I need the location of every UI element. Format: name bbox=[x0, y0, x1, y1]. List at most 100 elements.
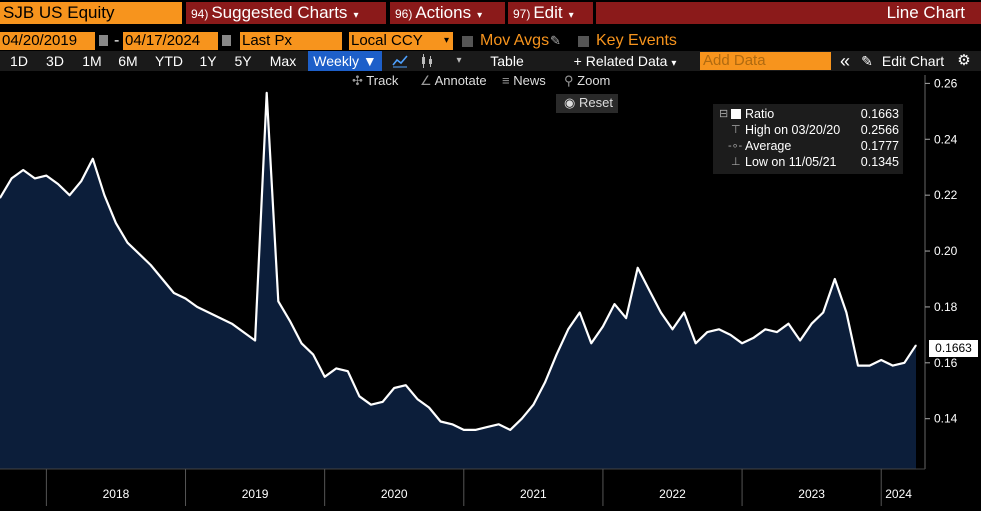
data-point bbox=[486, 426, 488, 428]
data-point bbox=[219, 317, 221, 319]
pencil-icon[interactable]: ✎ bbox=[861, 53, 873, 69]
data-point bbox=[474, 429, 476, 431]
data-point bbox=[555, 353, 558, 356]
legend-high: ⊤ High on 03/20/20 0.2566 bbox=[719, 122, 899, 138]
data-point bbox=[138, 253, 140, 255]
data-point bbox=[567, 328, 569, 330]
reset-icon: ◉ bbox=[564, 95, 576, 110]
annotate-icon: ∠ bbox=[420, 73, 432, 88]
gear-icon[interactable]: ⚙ bbox=[957, 52, 971, 69]
frequency-select[interactable]: Weekly ▼ bbox=[308, 51, 382, 71]
candlestick-icon[interactable] bbox=[416, 51, 438, 71]
pencil-icon[interactable]: ✎ bbox=[550, 33, 561, 48]
annotate-tool[interactable]: ∠ Annotate bbox=[420, 72, 487, 90]
timeframe-1y[interactable]: 1Y bbox=[199, 53, 217, 69]
data-point bbox=[347, 370, 349, 372]
data-point bbox=[370, 404, 372, 406]
mov-avgs-label: Mov Avgs bbox=[480, 32, 550, 49]
data-point bbox=[393, 387, 395, 389]
mov-avgs-checkbox[interactable] bbox=[462, 36, 473, 47]
data-point bbox=[903, 362, 906, 364]
y-tick-label: 0.22 bbox=[934, 188, 958, 202]
last-value-tag: 0.1663 bbox=[929, 340, 978, 357]
data-point bbox=[335, 367, 337, 370]
calendar-icon[interactable] bbox=[99, 35, 108, 46]
chevron-down-icon: ▾ bbox=[671, 58, 677, 69]
data-point bbox=[845, 311, 848, 314]
price-field-select[interactable]: Last Px bbox=[240, 32, 342, 50]
data-point bbox=[857, 365, 859, 367]
timeframe-1m[interactable]: 1M bbox=[82, 53, 102, 69]
x-tick-label: 2022 bbox=[659, 487, 686, 501]
data-point bbox=[834, 278, 836, 280]
related-data-button[interactable]: + Related Data ▾ bbox=[562, 51, 688, 71]
legend-low-value: 0.1345 bbox=[860, 155, 899, 169]
actions-label: Actions bbox=[415, 3, 472, 22]
timeframe-ytd[interactable]: YTD bbox=[155, 53, 183, 69]
data-point bbox=[532, 404, 534, 406]
edit-button[interactable]: 97) Edit ▾ bbox=[508, 2, 593, 24]
data-point bbox=[34, 177, 36, 179]
add-data-input[interactable]: Add Data bbox=[700, 52, 831, 70]
data-point bbox=[521, 418, 523, 420]
key-events-label: Key Events bbox=[596, 32, 677, 49]
data-point bbox=[150, 264, 152, 266]
data-point bbox=[671, 328, 674, 330]
track-label: Track bbox=[366, 73, 399, 88]
data-point bbox=[358, 395, 361, 397]
currency-label: Local CCY bbox=[351, 32, 423, 49]
search-icon: ⚲ bbox=[564, 73, 574, 88]
news-label: News bbox=[513, 73, 546, 88]
x-tick-label: 2018 bbox=[103, 487, 130, 501]
end-date-field[interactable]: 04/17/2024 bbox=[123, 32, 218, 50]
legend-ratio[interactable]: ⊟ Ratio 0.1663 bbox=[719, 106, 899, 122]
collapse-icon[interactable]: « bbox=[839, 51, 850, 71]
data-point bbox=[173, 292, 175, 294]
track-tool[interactable]: ✣ Track bbox=[352, 72, 398, 90]
data-point bbox=[312, 353, 314, 356]
actions-button[interactable]: 96) Actions ▾ bbox=[390, 2, 505, 24]
currency-select[interactable]: Local CCY ▾ bbox=[349, 32, 453, 50]
legend-average: -∘- Average 0.1777 bbox=[719, 138, 899, 154]
news-tool[interactable]: ≡ News bbox=[502, 72, 546, 90]
chart-type-title: Line Chart bbox=[596, 2, 981, 24]
y-tick-label: 0.26 bbox=[934, 76, 958, 90]
zoom-tool[interactable]: ⚲ Zoom bbox=[564, 72, 610, 90]
data-point bbox=[590, 342, 592, 344]
data-point bbox=[80, 180, 82, 182]
line-chart-icon[interactable] bbox=[388, 51, 412, 71]
data-point bbox=[613, 303, 616, 305]
timeframe-1d[interactable]: 1D bbox=[10, 53, 28, 69]
data-point bbox=[729, 334, 732, 336]
timeframe-6m[interactable]: 6M bbox=[118, 53, 138, 69]
suggested-charts-button[interactable]: 94) Suggested Charts ▾ bbox=[186, 2, 386, 24]
start-date-field[interactable]: 04/20/2019 bbox=[0, 32, 95, 50]
table-button[interactable]: Table bbox=[490, 53, 524, 69]
series-line bbox=[0, 91, 917, 431]
data-point bbox=[289, 320, 291, 322]
timeframe-5y[interactable]: 5Y bbox=[234, 53, 252, 69]
y-tick-label: 0.14 bbox=[934, 412, 958, 426]
edit-chart-button[interactable]: Edit Chart bbox=[881, 53, 945, 69]
ticker-field[interactable]: SJB US Equity bbox=[0, 2, 182, 24]
y-tick-label: 0.18 bbox=[934, 300, 958, 314]
chevron-down-icon: ▾ bbox=[568, 10, 574, 21]
chart-style-dropdown-icon[interactable]: ▾ bbox=[456, 55, 462, 66]
calendar-icon[interactable] bbox=[222, 35, 231, 46]
data-point bbox=[683, 311, 685, 314]
key-events-checkbox[interactable] bbox=[578, 36, 589, 47]
series-swatch bbox=[731, 109, 741, 119]
data-point bbox=[57, 183, 59, 185]
data-point bbox=[822, 311, 824, 314]
data-point bbox=[184, 297, 187, 300]
timeframe-3d[interactable]: 3D bbox=[46, 53, 64, 69]
suggested-label: Suggested Charts bbox=[211, 3, 348, 22]
high-marker-icon: ⊤ bbox=[731, 124, 741, 136]
data-point bbox=[799, 339, 801, 342]
x-tick-label: 2019 bbox=[242, 487, 269, 501]
reset-button[interactable]: ◉ Reset bbox=[556, 94, 618, 113]
chevron-down-icon: ▾ bbox=[477, 10, 483, 21]
timeframe-max[interactable]: Max bbox=[269, 53, 297, 69]
legend-low-label: Low on 11/05/21 bbox=[745, 155, 837, 169]
